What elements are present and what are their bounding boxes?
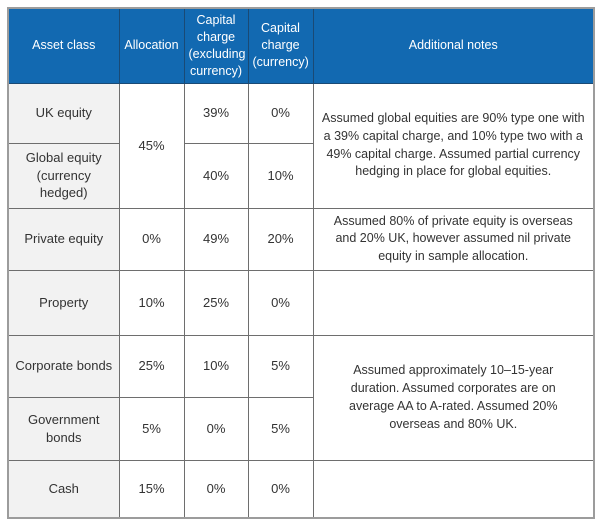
row-cash: Cash 15% 0% 0% — [7, 459, 595, 519]
cell-asset-global-equity: Global equity (currency hedged) — [7, 142, 120, 209]
capital-charge-table: Asset class Allocation Capital charge (e… — [7, 7, 595, 520]
cell-notes-private-equity: Assumed 80% of private equity is oversea… — [312, 207, 595, 271]
note-private-equity-text: Assumed 80% of private equity is oversea… — [333, 213, 573, 264]
col-header-asset-class: Asset class — [7, 7, 120, 84]
cell-allocation-private-equity: 0% — [118, 207, 185, 271]
cell-notes-property-empty — [312, 269, 595, 336]
cell-asset-uk-equity: UK equity — [7, 82, 120, 144]
cell-asset-corporate-bonds: Corporate bonds — [7, 334, 120, 398]
col-header-capital-charge-currency: Capital charge (currency) — [247, 7, 314, 84]
note-equities-text: Assumed global equities are 90% type one… — [321, 111, 585, 179]
cell-charge-cur-private-equity: 20% — [247, 207, 314, 271]
row-uk-equity: UK equity 45% 39% 0% Assumed global equi… — [7, 82, 595, 209]
cell-allocation-cash: 15% — [118, 459, 185, 519]
cell-charge-ex-government-bonds: 0% — [183, 396, 249, 461]
cell-charge-cur-government-bonds: 5% — [247, 396, 314, 461]
cell-asset-property: Property — [7, 269, 120, 336]
cell-charge-cur-global-equity: 10% — [247, 142, 314, 209]
col-header-capital-charge-excluding: Capital charge (excluding currency) — [183, 7, 249, 84]
cell-charge-cur-corporate-bonds: 5% — [247, 334, 314, 398]
cell-charge-cur-property: 0% — [247, 269, 314, 336]
cell-notes-equities-merged: Assumed global equities are 90% type one… — [312, 82, 595, 209]
note-bonds-text: Assumed approximately 10–15-year duratio… — [349, 363, 558, 431]
col-header-allocation: Allocation — [118, 7, 185, 84]
cell-charge-ex-cash: 0% — [183, 459, 249, 519]
cell-charge-cur-uk-equity: 0% — [247, 82, 314, 144]
cell-allocation-property: 10% — [118, 269, 185, 336]
cell-charge-ex-global-equity: 40% — [183, 142, 249, 209]
cell-allocation-government-bonds: 5% — [118, 396, 185, 461]
cell-charge-ex-corporate-bonds: 10% — [183, 334, 249, 398]
row-private-equity: Private equity 0% 49% 20% Assumed 80% of… — [7, 207, 595, 271]
cell-notes-bonds-merged: Assumed approximately 10–15-year duratio… — [312, 334, 595, 461]
cell-asset-government-bonds: Government bonds — [7, 396, 120, 461]
cell-charge-ex-uk-equity: 39% — [183, 82, 249, 144]
cell-charge-cur-cash: 0% — [247, 459, 314, 519]
row-property: Property 10% 25% 0% — [7, 269, 595, 336]
row-corporate-bonds: Corporate bonds 25% 10% 5% Assumed appro… — [7, 334, 595, 461]
cell-asset-private-equity: Private equity — [7, 207, 120, 271]
row-global-equity: Global equity (currency hedged) 40% 10% — [7, 142, 594, 209]
cell-asset-cash: Cash — [7, 459, 120, 519]
cell-charge-ex-property: 25% — [183, 269, 249, 336]
header-row: Asset class Allocation Capital charge (e… — [7, 7, 595, 84]
col-header-additional-notes: Additional notes — [312, 7, 595, 84]
cell-notes-cash-empty — [312, 459, 595, 519]
cell-charge-ex-private-equity: 49% — [183, 207, 249, 271]
cell-allocation-corporate-bonds: 25% — [118, 334, 185, 398]
cell-allocation-equities-merged: 45% — [118, 82, 185, 209]
row-government-bonds: Government bonds 5% 0% 5% — [7, 396, 594, 461]
